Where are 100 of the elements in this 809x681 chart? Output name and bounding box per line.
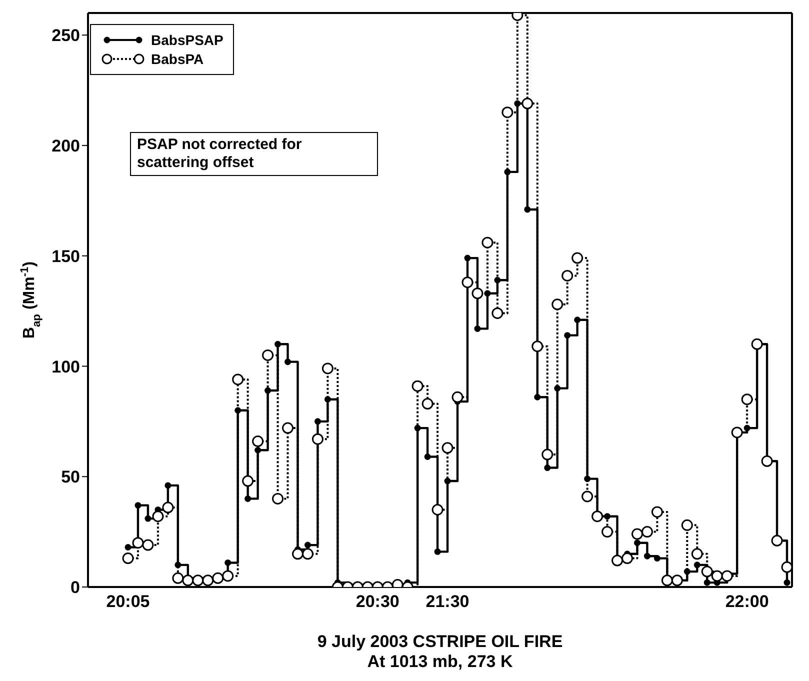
point: [711, 570, 723, 582]
point: [631, 528, 643, 540]
point: [122, 552, 134, 564]
point: [462, 276, 474, 288]
point: [532, 340, 544, 352]
point: [424, 453, 431, 460]
point: [202, 574, 214, 586]
y-tick-label: 250: [52, 26, 80, 46]
point: [534, 394, 541, 400]
point: [174, 562, 182, 568]
point: [314, 418, 321, 425]
point: [322, 362, 334, 374]
point: [564, 332, 571, 339]
point: [701, 566, 713, 578]
point: [472, 288, 484, 300]
point: [741, 394, 753, 406]
point: [162, 502, 174, 514]
point: [324, 396, 331, 403]
point: [634, 540, 640, 546]
point: [604, 513, 611, 520]
point: [292, 548, 304, 560]
point: [781, 561, 793, 573]
point: [584, 476, 591, 482]
point: [464, 254, 471, 262]
point: [484, 290, 491, 297]
point: [691, 548, 703, 560]
point: [444, 478, 451, 484]
point: [302, 548, 314, 560]
point: [212, 572, 224, 584]
point: [524, 206, 531, 213]
point: [244, 495, 252, 502]
point: [572, 252, 584, 264]
point: [152, 510, 164, 522]
point: [264, 387, 272, 394]
point: [542, 448, 554, 460]
point: [721, 570, 733, 582]
point: [252, 436, 264, 448]
point: [684, 568, 690, 575]
point: [142, 539, 154, 551]
point: [192, 574, 204, 586]
point: [452, 391, 464, 403]
point: [612, 554, 624, 566]
point: [654, 555, 660, 562]
point: [232, 374, 244, 386]
point: [641, 526, 653, 538]
point: [274, 340, 282, 348]
point: [522, 98, 534, 110]
point: [694, 562, 700, 568]
point: [514, 100, 521, 107]
point: [644, 552, 650, 560]
point: [621, 552, 633, 564]
point: [651, 506, 663, 518]
point: [284, 358, 292, 366]
point: [224, 559, 232, 566]
point: [482, 236, 494, 248]
point: [504, 168, 511, 176]
point: [474, 325, 481, 332]
x-tick-label: 20:05: [106, 592, 150, 612]
point: [132, 537, 144, 549]
point: [681, 519, 693, 531]
point: [234, 407, 242, 414]
note-box: PSAP not corrected for scattering offset: [130, 132, 378, 176]
point: [172, 572, 184, 584]
x-tick-label: 20:30: [356, 592, 400, 612]
point: [124, 544, 132, 551]
point: [182, 574, 194, 586]
point: [262, 349, 274, 361]
point: [222, 570, 234, 582]
x-tick-label: 21:30: [426, 592, 470, 612]
point: [502, 106, 514, 118]
point: [552, 298, 564, 310]
point: [554, 385, 561, 392]
point: [602, 526, 614, 538]
point: [582, 490, 594, 502]
point: [432, 504, 444, 516]
point: [544, 464, 551, 472]
y-tick-label: 50: [61, 468, 80, 487]
point: [574, 316, 581, 324]
point: [492, 307, 504, 319]
point: [304, 542, 311, 548]
y-tick-label: 0: [70, 578, 80, 598]
point: [282, 422, 294, 434]
point: [704, 579, 710, 586]
point: [144, 515, 152, 522]
legend-label: BabsPSAP: [151, 32, 224, 48]
point: [272, 492, 284, 504]
point: [784, 579, 790, 586]
legend-label: BabsPA: [151, 51, 204, 67]
point: [422, 398, 434, 410]
point: [434, 548, 441, 555]
y-tick-label: 100: [52, 357, 80, 376]
point: [254, 446, 262, 454]
point: [562, 270, 574, 282]
y-tick-label: 200: [52, 136, 80, 156]
point: [414, 424, 421, 432]
point: [134, 502, 142, 509]
point: [744, 424, 750, 432]
point: [494, 276, 501, 284]
point: [164, 482, 172, 489]
y-tick-label: 150: [52, 246, 80, 266]
